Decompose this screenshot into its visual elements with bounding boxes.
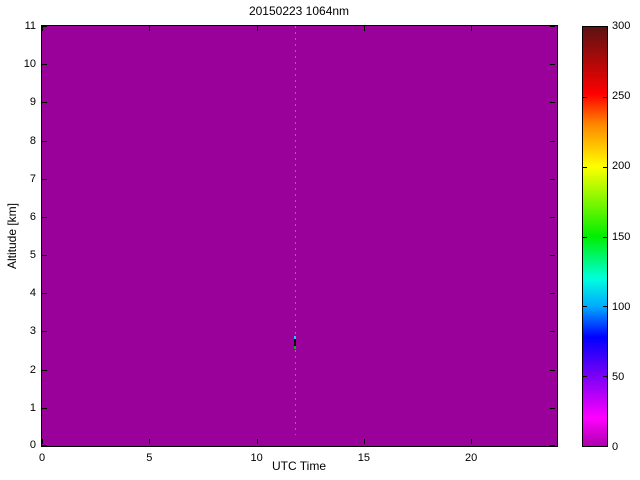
colorbar-tick-label: 150: [612, 230, 631, 243]
colorbar-tick-label: 300: [612, 20, 631, 32]
y-tick-label: 0: [29, 439, 36, 451]
y-tick-mark-right: [550, 445, 555, 446]
colorbar-tick-mark: [583, 236, 587, 238]
heatmap-plot-area: [41, 25, 558, 447]
colorbar-tick-mark-right: [603, 166, 607, 168]
colorbar-tick-mark-right: [603, 96, 607, 98]
colorbar-tick-label: 100: [612, 300, 631, 313]
colorbar-tick-mark-right: [603, 236, 607, 238]
y-tick-mark: [42, 64, 47, 66]
x-tick-mark-top: [363, 26, 365, 31]
y-tick-label: 10: [23, 58, 36, 71]
colorbar-tick-mark: [583, 166, 587, 168]
y-tick-mark-right: [550, 293, 555, 295]
x-tick-label: 5: [146, 452, 153, 464]
y-tick-mark-right: [550, 178, 555, 180]
y-tick-mark: [42, 216, 47, 218]
y-tick-label: 8: [29, 134, 36, 147]
colorbar-tick-label: 0: [612, 441, 619, 453]
y-tick-mark: [42, 102, 47, 104]
colorbar: [582, 26, 608, 447]
y-tick-label: 11: [24, 20, 36, 32]
y-tick-label: 4: [29, 287, 36, 300]
x-tick-mark: [42, 439, 43, 444]
y-tick-mark: [42, 407, 47, 409]
y-tick-mark: [42, 140, 47, 142]
y-tick-mark: [42, 445, 47, 446]
y-tick-mark: [42, 331, 47, 333]
x-tick-label: 0: [38, 452, 46, 464]
chart-title: 20150223 1064nm: [248, 4, 350, 18]
y-tick-label: 6: [29, 210, 36, 223]
colorbar-tick-mark: [583, 306, 587, 308]
y-tick-mark-right: [550, 369, 555, 371]
y-tick-mark-right: [550, 407, 555, 409]
y-tick-label: 3: [29, 325, 36, 338]
y-axis-label: Altitude [km]: [5, 202, 19, 270]
y-tick-label: 5: [29, 249, 36, 262]
x-tick-mark-top: [471, 26, 473, 31]
y-tick-mark: [42, 178, 47, 180]
lidar-streak: [294, 26, 296, 435]
y-tick-label: 2: [29, 363, 36, 376]
lidar-feature-point: [294, 345, 297, 349]
colorbar-tick-mark-right: [603, 376, 607, 378]
y-tick-mark-right: [550, 64, 555, 66]
y-tick-mark-right: [550, 331, 555, 333]
x-tick-mark: [149, 439, 151, 444]
colorbar-tick-label: 50: [612, 370, 625, 383]
y-tick-mark-right: [550, 102, 555, 104]
x-tick-mark-top: [42, 26, 43, 31]
y-tick-mark: [42, 26, 47, 27]
x-tick-mark: [256, 439, 258, 444]
x-tick-label: 10: [250, 452, 263, 464]
y-tick-mark-right: [550, 140, 555, 142]
x-tick-label: 15: [357, 452, 370, 464]
colorbar-tick-mark-right: [603, 306, 607, 308]
y-tick-mark-right: [550, 26, 555, 27]
colorbar-tick-label: 200: [612, 160, 631, 173]
y-tick-mark: [42, 293, 47, 295]
y-tick-mark: [42, 369, 47, 371]
lidar-feature-point: [294, 335, 297, 339]
y-tick-mark: [42, 255, 47, 257]
colorbar-tick-mark: [583, 96, 587, 98]
colorbar-tick-mark: [583, 376, 587, 378]
x-tick-mark: [471, 439, 473, 444]
y-tick-mark-right: [550, 255, 555, 257]
y-tick-label: 9: [29, 96, 36, 109]
x-tick-label: 20: [465, 452, 478, 464]
y-tick-label: 7: [29, 172, 36, 185]
x-axis-label: UTC Time: [272, 459, 326, 473]
y-tick-label: 1: [29, 401, 36, 414]
x-tick-mark-top: [149, 26, 151, 31]
y-tick-mark-right: [550, 216, 555, 218]
lidar-feature-point: [294, 338, 297, 347]
x-tick-mark-top: [256, 26, 258, 31]
x-tick-mark: [363, 439, 365, 444]
colorbar-tick-label: 250: [612, 90, 631, 103]
